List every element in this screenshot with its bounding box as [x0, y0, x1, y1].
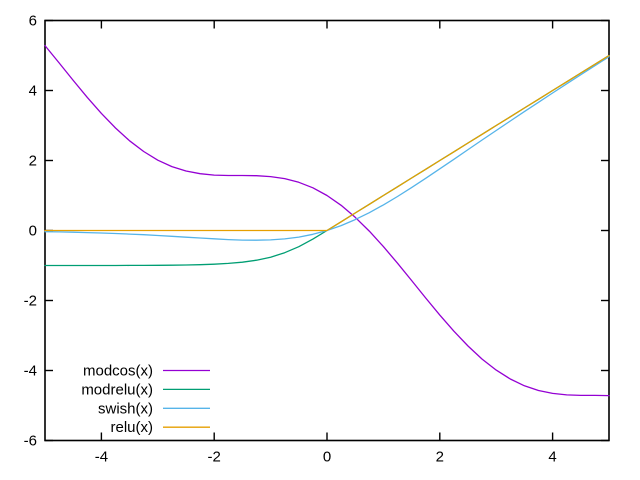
- legend-label-modrelu-x: modrelu(x): [81, 381, 153, 398]
- x-tick-label: 4: [548, 449, 556, 466]
- x-tick-label: 2: [436, 449, 444, 466]
- y-tick-label: -2: [24, 293, 37, 310]
- y-tick-label: 2: [29, 153, 37, 170]
- series-line-modcos-x: [44, 44, 610, 397]
- y-tick-label: 4: [29, 83, 37, 100]
- series-line-relu-x: [44, 54, 610, 232]
- legend-label-modcos-x: modcos(x): [83, 363, 153, 380]
- x-tick-label: -2: [208, 449, 221, 466]
- y-tick-label: -6: [24, 433, 37, 450]
- y-tick-label: 0: [29, 223, 37, 240]
- x-tick-label: -4: [95, 449, 108, 466]
- y-tick-label: -4: [24, 363, 37, 380]
- x-tick-label: 0: [323, 449, 331, 466]
- y-tick-label: 6: [29, 13, 37, 30]
- legend-label-relu-x: relu(x): [110, 419, 153, 436]
- legend-label-swish-x: swish(x): [98, 400, 153, 417]
